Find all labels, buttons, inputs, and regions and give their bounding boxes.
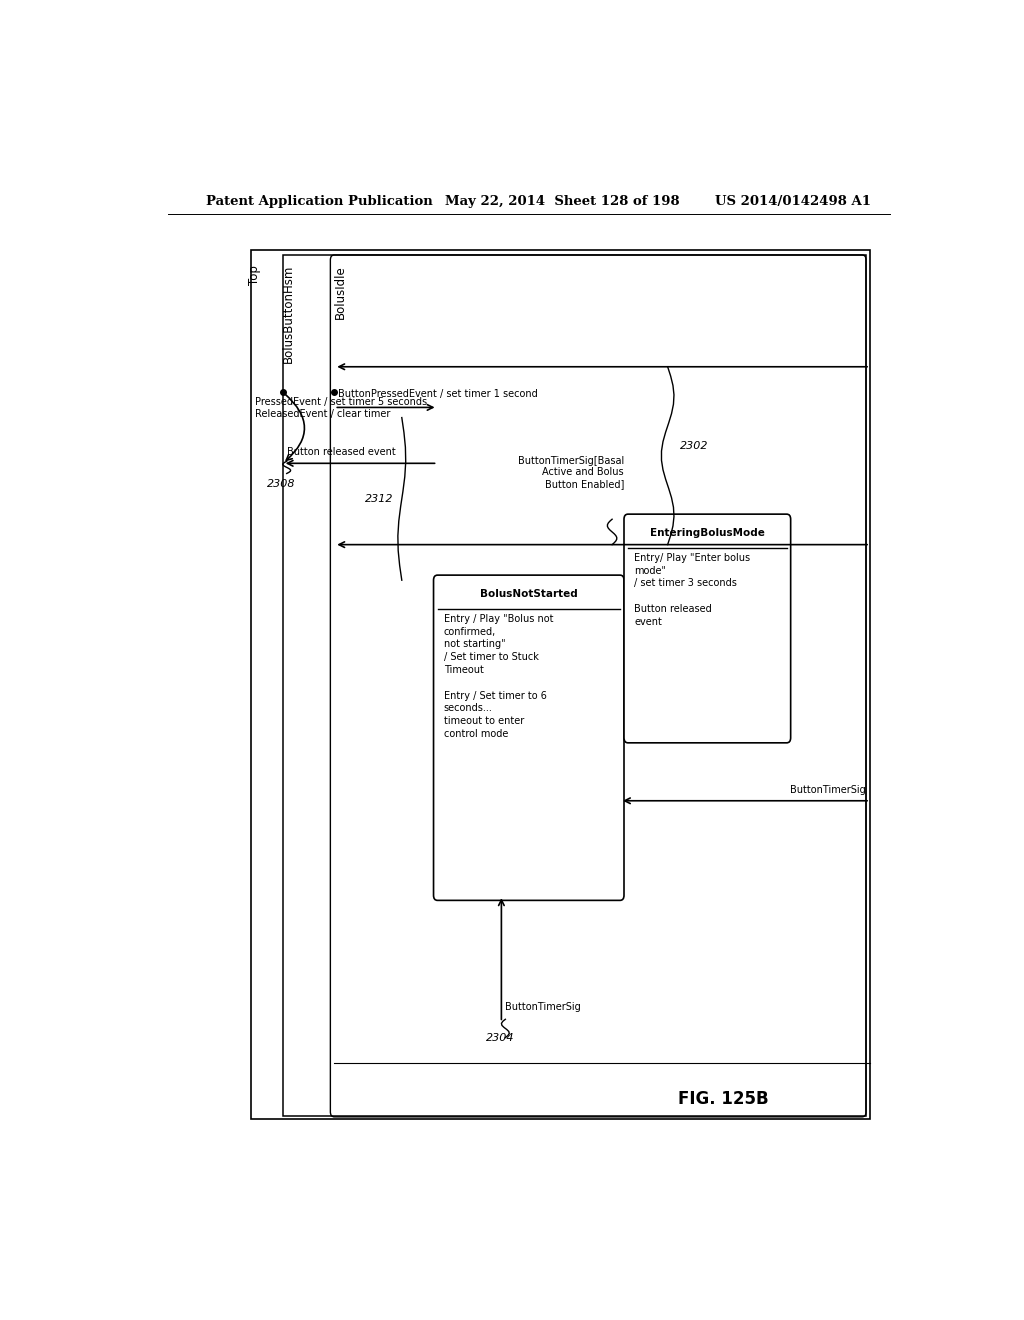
Text: BolusButtonHsm: BolusButtonHsm bbox=[282, 265, 295, 363]
Text: BolusIdle: BolusIdle bbox=[334, 265, 346, 319]
Text: ButtonTimerSig[Basal
Active and Bolus
Button Enabled]: ButtonTimerSig[Basal Active and Bolus Bu… bbox=[518, 455, 624, 488]
Text: EnteringBolusMode: EnteringBolusMode bbox=[650, 528, 765, 539]
Text: US 2014/0142498 A1: US 2014/0142498 A1 bbox=[715, 194, 871, 207]
Text: 2302: 2302 bbox=[680, 441, 708, 450]
Text: 2312: 2312 bbox=[366, 494, 394, 504]
Text: FIG. 125B: FIG. 125B bbox=[678, 1089, 769, 1107]
Text: 2304: 2304 bbox=[485, 1032, 514, 1043]
FancyBboxPatch shape bbox=[433, 576, 624, 900]
Text: Entry/ Play "Enter bolus
mode"
/ set timer 3 seconds

Button released
event: Entry/ Play "Enter bolus mode" / set tim… bbox=[634, 553, 751, 627]
FancyBboxPatch shape bbox=[624, 515, 791, 743]
Text: ButtonTimerSig: ButtonTimerSig bbox=[506, 1002, 581, 1012]
Text: PressedEvent / set timer 5 seconds
ReleasedEvent / clear timer: PressedEvent / set timer 5 seconds Relea… bbox=[255, 397, 427, 418]
Text: ButtonPressedEvent / set timer 1 second: ButtonPressedEvent / set timer 1 second bbox=[338, 389, 538, 399]
Text: 2308: 2308 bbox=[267, 479, 295, 488]
Text: 2314: 2314 bbox=[624, 548, 652, 557]
Text: BolusNotStarted: BolusNotStarted bbox=[480, 590, 578, 599]
Text: ButtonTimerSig: ButtonTimerSig bbox=[791, 784, 866, 795]
Text: Patent Application Publication: Patent Application Publication bbox=[206, 194, 432, 207]
Text: May 22, 2014  Sheet 128 of 198: May 22, 2014 Sheet 128 of 198 bbox=[445, 194, 680, 207]
Bar bbox=[251, 249, 870, 1119]
Text: Button released event: Button released event bbox=[287, 447, 395, 457]
Text: Top: Top bbox=[249, 265, 261, 285]
Text: Entry / Play "Bolus not
confirmed,
not starting"
/ Set timer to Stuck
Timeout

E: Entry / Play "Bolus not confirmed, not s… bbox=[443, 614, 553, 739]
Bar bbox=[283, 255, 866, 1115]
